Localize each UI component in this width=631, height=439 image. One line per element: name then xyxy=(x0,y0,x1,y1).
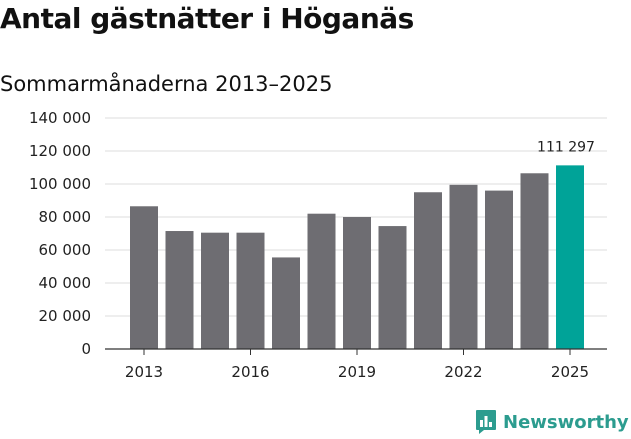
bar-2021 xyxy=(414,192,442,349)
bars xyxy=(130,165,584,349)
y-tick-label: 0 xyxy=(81,340,91,358)
bar-2023 xyxy=(485,190,513,349)
y-tick-label: 20 000 xyxy=(39,307,92,325)
data-label-2025: 111 297 xyxy=(537,139,595,155)
y-tick-label: 40 000 xyxy=(39,274,92,292)
bar-2019 xyxy=(343,217,371,349)
bar-2022 xyxy=(449,184,478,349)
bar-2020 xyxy=(378,226,407,349)
y-tick-label: 100 000 xyxy=(29,175,91,193)
y-tick-label: 120 000 xyxy=(29,142,91,160)
bar-2024 xyxy=(520,173,549,349)
y-tick-label: 80 000 xyxy=(39,208,92,226)
bar-2016 xyxy=(236,232,265,349)
data-labels: 111 297 xyxy=(537,139,595,155)
bar-2015 xyxy=(201,232,229,349)
x-tick-label: 2022 xyxy=(444,363,482,381)
y-tick-label: 140 000 xyxy=(29,109,91,127)
x-tick-label: 2013 xyxy=(125,363,163,381)
x-axis-ticks: 2013 2016 2019 2022 2025 xyxy=(125,349,589,381)
brand-name: Newsworthy xyxy=(503,411,629,433)
chart-subtitle: Sommarmånaderna 2013–2025 xyxy=(0,72,333,96)
y-axis-ticks: 0 20 000 40 000 60 000 80 000 100 000 120 000 1… xyxy=(29,109,91,358)
bar-2017 xyxy=(272,257,300,349)
x-tick-label: 2019 xyxy=(338,363,376,381)
bar-2018 xyxy=(307,213,336,349)
bar-2014 xyxy=(165,231,194,349)
chart-title: Antal gästnätter i Höganäs xyxy=(0,2,414,35)
newsworthy-chart-icon xyxy=(476,410,496,434)
bar-2025 xyxy=(556,165,584,349)
y-tick-label: 60 000 xyxy=(39,241,92,259)
bar-2013 xyxy=(130,206,158,349)
x-tick-label: 2025 xyxy=(551,363,589,381)
newsworthy-logo: Newsworthy xyxy=(475,407,629,437)
x-tick-label: 2016 xyxy=(231,363,269,381)
